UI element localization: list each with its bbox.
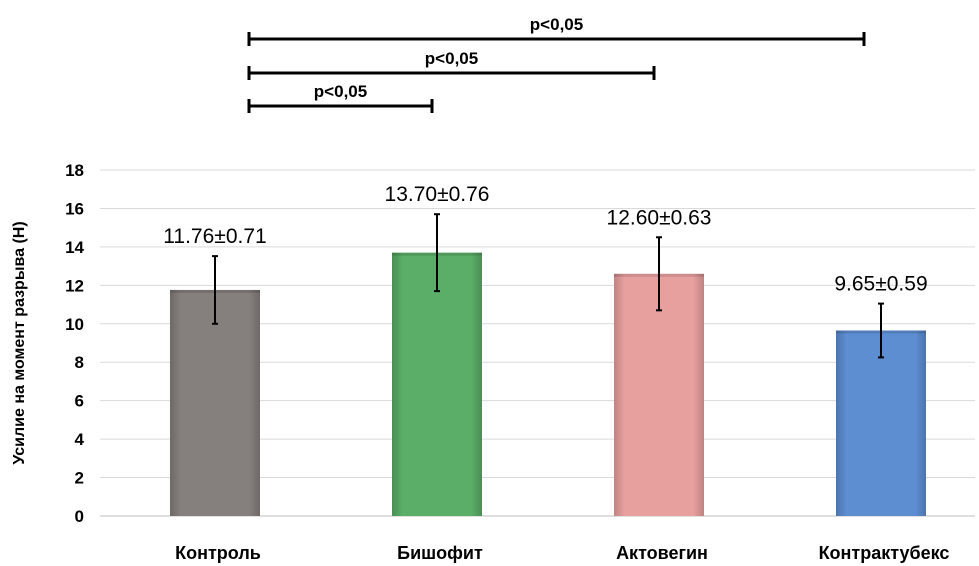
significance-brackets: p<0,05 p<0,05 p<0,05: [247, 15, 866, 113]
bars: [170, 252, 926, 516]
y-tick-label: 2: [75, 469, 84, 488]
significance-label: p<0,05: [314, 82, 367, 101]
category-label: Бишофит: [397, 543, 483, 563]
bar-shading: [836, 330, 926, 516]
significance-label: p<0,05: [530, 15, 583, 34]
data-labels: 11.76±0.71 13.70±0.76 12.60±0.63 9.65±0.59: [163, 183, 927, 295]
category-label: Контроль: [175, 543, 261, 563]
y-axis-ticks: 0 2 4 6 8 10 12 14 16 18: [65, 161, 84, 526]
significance-label: p<0,05: [425, 49, 478, 68]
y-tick-label: 10: [65, 315, 84, 334]
bar-shading: [614, 273, 704, 516]
data-label: 11.76±0.71: [163, 225, 266, 248]
error-bars: [212, 213, 884, 359]
y-axis-title: Усилие на момент разрыва (Н): [11, 221, 28, 464]
y-tick-label: 8: [75, 353, 84, 372]
y-tick-label: 18: [65, 161, 84, 180]
y-tick-label: 6: [75, 392, 84, 411]
x-axis-categories: Контроль Бишофит Актовегин Контрактубекс: [175, 543, 949, 563]
y-tick-label: 14: [65, 238, 84, 257]
category-label: Актовегин: [616, 543, 708, 563]
y-tick-label: 12: [65, 276, 84, 295]
category-label: Контрактубекс: [819, 543, 950, 563]
y-tick-label: 4: [75, 430, 85, 449]
data-label: 12.60±0.63: [607, 206, 712, 229]
data-label: 9.65±0.59: [834, 273, 927, 296]
y-tick-label: 0: [75, 507, 84, 526]
bar-shading: [392, 252, 482, 516]
y-tick-label: 16: [65, 199, 84, 218]
data-label: 13.70±0.76: [385, 183, 490, 206]
bar-shading: [170, 289, 260, 516]
